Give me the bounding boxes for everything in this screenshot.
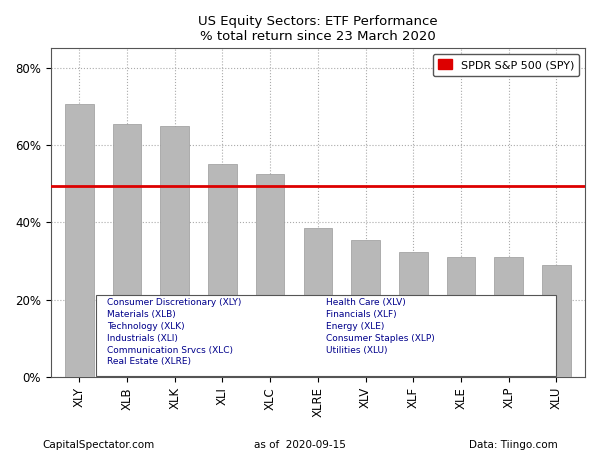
Text: as of  2020-09-15: as of 2020-09-15 bbox=[254, 440, 346, 450]
Text: CapitalSpectator.com: CapitalSpectator.com bbox=[42, 440, 154, 450]
Bar bbox=[113, 124, 142, 377]
Text: Health Care (XLV)
Financials (XLF)
Energy (XLE)
Consumer Staples (XLP)
Utilities: Health Care (XLV) Financials (XLF) Energ… bbox=[326, 298, 434, 355]
Text: Consumer Discretionary (XLY)
Materials (XLB)
Technology (XLK)
Industrials (XLI)
: Consumer Discretionary (XLY) Materials (… bbox=[107, 298, 241, 366]
Bar bbox=[399, 252, 428, 377]
Title: US Equity Sectors: ETF Performance
% total return since 23 March 2020: US Equity Sectors: ETF Performance % tot… bbox=[198, 15, 437, 43]
Bar bbox=[351, 240, 380, 377]
Bar bbox=[494, 257, 523, 377]
Legend: SPDR S&P 500 (SPY): SPDR S&P 500 (SPY) bbox=[433, 54, 580, 76]
Bar bbox=[208, 164, 237, 377]
Bar bbox=[65, 104, 94, 377]
Text: Data: Tiingo.com: Data: Tiingo.com bbox=[469, 440, 558, 450]
Bar bbox=[446, 257, 475, 377]
Bar bbox=[304, 228, 332, 377]
Bar bbox=[160, 126, 189, 377]
FancyBboxPatch shape bbox=[96, 295, 556, 376]
Bar bbox=[542, 265, 571, 377]
Bar bbox=[256, 174, 284, 377]
